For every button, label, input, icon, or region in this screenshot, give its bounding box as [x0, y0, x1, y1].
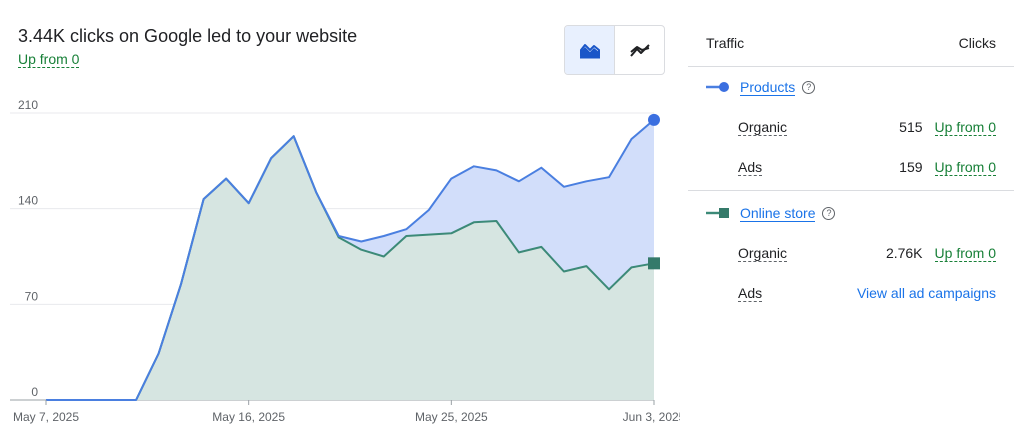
x-tick-label: May 16, 2025	[212, 410, 285, 424]
headline-delta[interactable]: Up from 0	[18, 51, 80, 68]
trend-line-button[interactable]	[615, 26, 664, 74]
products-end-marker	[648, 113, 660, 126]
online-store-organic-label[interactable]: Organic	[738, 244, 788, 262]
online-store-help-icon[interactable]: ?	[822, 206, 836, 220]
products-series-link[interactable]: Products	[740, 78, 796, 96]
online-store-organic-row: Organic 2.76K Up from 0	[688, 233, 1014, 273]
products-ads-label[interactable]: Ads	[738, 158, 763, 176]
chart-view-toggle	[564, 25, 665, 75]
series-products: Products ?	[688, 67, 1014, 107]
y-tick-label: 210	[18, 98, 38, 112]
traffic-panel-header: Traffic Clicks	[688, 20, 1014, 67]
online-store-organic-value: 2.76K	[885, 245, 923, 261]
view-all-ad-campaigns-link[interactable]: View all ad campaigns	[856, 285, 996, 301]
online-store-area	[46, 136, 654, 400]
y-tick-label: 70	[25, 289, 39, 303]
online-store-legend-icon	[706, 208, 729, 218]
products-organic-value: 515	[899, 119, 923, 135]
area-chart-icon	[579, 44, 600, 59]
online-store-series-link[interactable]: Online store	[740, 204, 816, 222]
y-tick-label: 140	[18, 194, 38, 208]
products-help-icon[interactable]: ?	[802, 80, 816, 94]
area-chart-button[interactable]	[565, 26, 614, 74]
products-legend-icon	[706, 82, 729, 92]
x-tick-label: May 7, 2025	[13, 410, 79, 424]
trend-line-icon	[629, 44, 650, 57]
online-store-ads-label[interactable]: Ads	[738, 284, 763, 302]
x-tick-label: Jun 3, 2025	[623, 410, 680, 424]
panel-divider	[688, 190, 1014, 191]
products-ads-value: 159	[899, 159, 923, 175]
products-ads-delta[interactable]: Up from 0	[934, 158, 996, 176]
products-line	[46, 119, 655, 401]
traffic-panel: Traffic Clicks Products ? Organic 515 Up…	[688, 20, 1014, 313]
clicks-area-chart: 0 70 140 210 May 7, 2025 May 16, 2025 May 25, …	[10, 98, 680, 424]
clicks-column-header: Clicks	[958, 35, 996, 51]
products-area	[46, 119, 654, 401]
products-organic-label[interactable]: Organic	[738, 118, 788, 136]
headline: 3.44K clicks on Google led to your websi…	[18, 26, 358, 46]
products-ads-row: Ads 159 Up from 0	[688, 147, 1014, 187]
online-store-organic-delta[interactable]: Up from 0	[934, 244, 996, 262]
series-online-store: Online store ?	[688, 193, 1014, 233]
products-organic-delta[interactable]: Up from 0	[934, 118, 996, 136]
products-organic-row: Organic 515 Up from 0	[688, 107, 1014, 147]
y-tick-label: 0	[31, 385, 38, 399]
traffic-column-header: Traffic	[706, 35, 745, 51]
x-tick-label: May 25, 2025	[415, 410, 488, 424]
online-store-ads-row: Ads View all ad campaigns	[688, 273, 1014, 313]
online-store-end-marker	[648, 257, 660, 270]
